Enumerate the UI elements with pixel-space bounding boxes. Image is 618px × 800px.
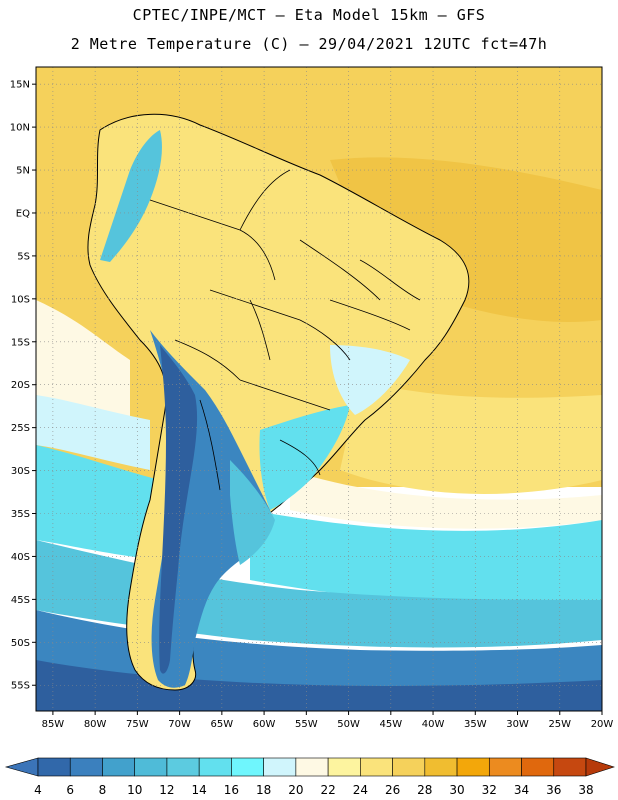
field-south-atlantic-warm <box>340 380 602 494</box>
tick-label-lon-1: 80W <box>84 719 107 730</box>
tick-label-lon-8: 45W <box>379 719 402 730</box>
colorbar-box-15 <box>521 757 555 777</box>
colorbar-box-11 <box>392 757 426 777</box>
map-title-line2: 2 Metre Temperature (C) – 29/04/2021 12U… <box>70 35 548 53</box>
tick-label-lon-9: 40W <box>422 719 445 730</box>
colorbar-box-8 <box>295 757 329 777</box>
tick-label-lon-12: 25W <box>548 719 571 730</box>
tick-label-lat-1: 10N <box>10 123 30 134</box>
field-andes-deep <box>159 345 198 674</box>
colorbar-label-0: 4 <box>34 783 42 797</box>
field-patagonia-cool <box>230 460 275 565</box>
colorbar-low-arrow <box>4 757 39 777</box>
colorbar-label-12: 28 <box>417 783 432 797</box>
tick-label-lat-3: EQ <box>16 208 30 219</box>
tick-label-lon-0: 85W <box>42 719 65 730</box>
colorbar-box-9 <box>327 757 361 777</box>
colorbar-label-16: 36 <box>546 783 561 797</box>
map-title-line1: CPTEC/INPE/MCT – Eta Model 15km – GFS <box>132 6 486 24</box>
colorbar-label-15: 34 <box>514 783 529 797</box>
colorbar-high-arrow <box>585 757 615 777</box>
tick-label-lat-12: 45S <box>11 595 30 606</box>
field-cream-band <box>290 470 602 529</box>
colorbar-box-10 <box>360 757 393 777</box>
colorbar-label-10: 24 <box>353 783 368 797</box>
map-ticks: 15N 10N 5N EQ 5S 10S 15S 20S 25S 30S 35S 40S 45S 50S 5… <box>10 80 614 730</box>
field-pacific-cyan <box>36 445 160 560</box>
colorbar-label-8: 20 <box>288 783 303 797</box>
tick-label-lat-8: 25S <box>11 423 30 434</box>
map-frame <box>35 66 603 712</box>
tick-label-lon-3: 70W <box>168 719 191 730</box>
colorbar-label-14: 32 <box>482 783 497 797</box>
colorbar-box-1 <box>69 757 103 777</box>
tick-label-lat-0: 15N <box>10 80 30 91</box>
colorbar-label-17: 38 <box>578 783 593 797</box>
colorbar-label-5: 14 <box>192 783 207 797</box>
tick-label-lat-5: 10S <box>11 294 30 305</box>
colorbar-label-11: 26 <box>385 783 400 797</box>
tick-label-lon-10: 35W <box>464 719 487 730</box>
field-northern-andes <box>100 130 162 262</box>
tick-label-lon-2: 75W <box>126 719 149 730</box>
colorbar-box-6 <box>231 757 264 777</box>
tick-label-lon-4: 65W <box>211 719 234 730</box>
tick-label-lon-13: 20W <box>591 719 614 730</box>
country-borders <box>149 169 421 491</box>
tick-label-lon-6: 55W <box>295 719 318 730</box>
colorbar-box-3 <box>134 757 168 777</box>
colorbar-box-2 <box>102 757 136 777</box>
field-pacific-light <box>36 395 150 470</box>
field-atlantic-cyan <box>250 510 602 604</box>
colorbar-label-7: 18 <box>256 783 271 797</box>
field-southeast-light <box>330 345 410 415</box>
temperature-field <box>36 67 602 711</box>
field-mild-band <box>36 300 130 420</box>
colorbar-box-0 <box>37 757 71 777</box>
tick-label-lon-5: 60W <box>253 719 276 730</box>
tick-label-lat-7: 20S <box>11 380 30 391</box>
field-southern-brazil-mild <box>259 405 350 510</box>
colorbar-box-16 <box>553 757 587 777</box>
colorbar-box-4 <box>166 757 200 777</box>
colorbar-box-13 <box>456 757 490 777</box>
colorbar-label-2: 8 <box>99 783 107 797</box>
tick-label-lat-9: 30S <box>11 466 30 477</box>
colorbar-box-12 <box>424 757 458 777</box>
tick-label-lat-14: 55S <box>11 681 30 692</box>
temperature-map: 15N 10N 5N EQ 5S 10S 15S 20S 25S 30S 35S 40S 45S 50S 5… <box>10 66 614 730</box>
tick-label-lat-11: 40S <box>11 552 30 563</box>
colorbar-box-14 <box>488 757 522 777</box>
tick-label-lat-10: 35S <box>11 509 30 520</box>
tick-label-lon-11: 30W <box>506 719 529 730</box>
tick-label-lat-13: 50S <box>11 638 30 649</box>
colorbar-box-7 <box>263 757 297 777</box>
colorbar-box-5 <box>198 757 232 777</box>
colorbar-label-9: 22 <box>320 783 335 797</box>
colorbar-label-13: 30 <box>449 783 464 797</box>
colorbar-label-6: 16 <box>224 783 239 797</box>
tick-label-lat-4: 5S <box>17 251 30 262</box>
field-far-south <box>36 660 602 711</box>
tick-label-lon-7: 50W <box>337 719 360 730</box>
colorbar: 4 6 8 10 12 14 16 18 20 22 24 26 28 30 32 34 36 38 <box>4 757 615 797</box>
colorbar-label-4: 12 <box>159 783 174 797</box>
colorbar-label-3: 10 <box>127 783 142 797</box>
tick-label-lat-2: 5N <box>16 166 30 177</box>
colorbar-label-1: 6 <box>66 783 74 797</box>
tick-label-lat-6: 15S <box>11 337 30 348</box>
